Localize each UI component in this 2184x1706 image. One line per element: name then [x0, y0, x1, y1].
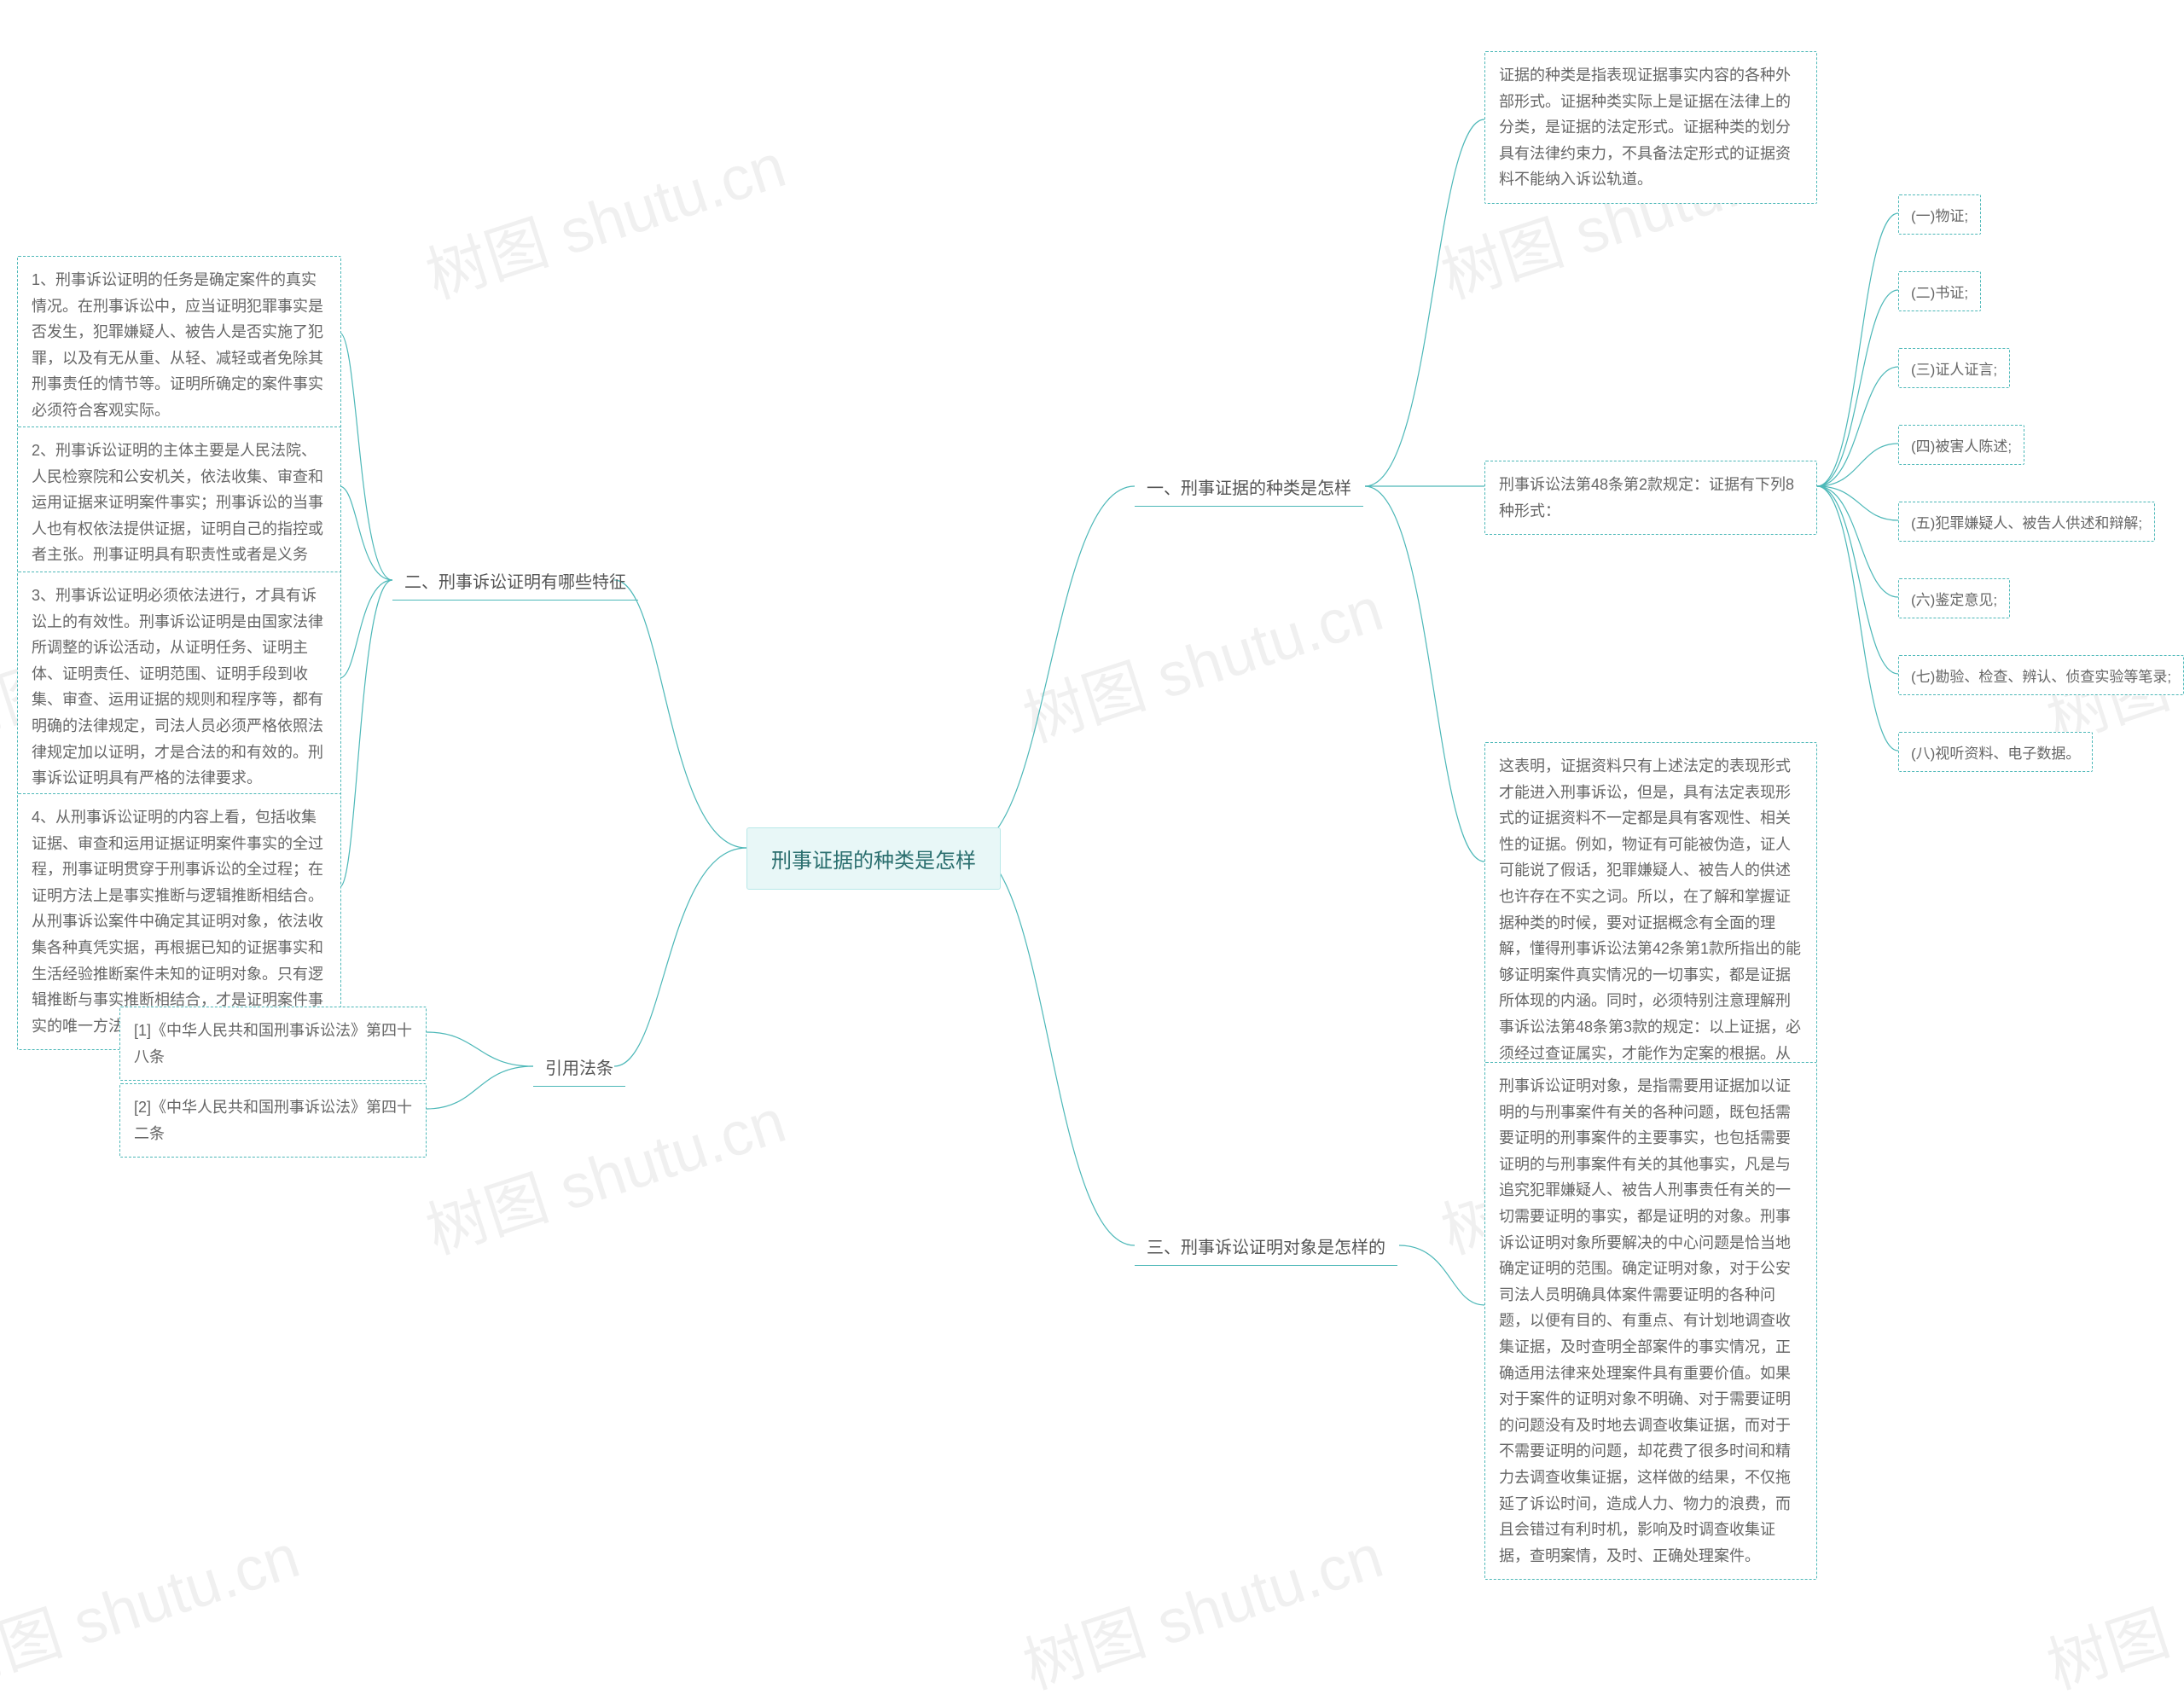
b1-leaf-2[interactable]: (二)书证;: [1898, 271, 1981, 311]
b2-child-3[interactable]: 3、刑事诉讼证明必须依法进行，才具有诉讼上的有效性。刑事诉讼证明是由国家法律所调…: [17, 572, 341, 803]
b1-leaf-8-text: (八)视听资料、电子数据。: [1911, 746, 2080, 762]
b3-child-1[interactable]: 刑事诉讼证明对象，是指需要用证据加以证明的与刑事案件有关的各种问题，既包括需要证…: [1484, 1062, 1817, 1580]
b4-child-1-text: [1]《中华人民共和国刑事诉讼法》第四十八条: [134, 1022, 412, 1065]
b1-leaf-6-text: (六)鉴定意见;: [1911, 592, 1997, 608]
b2-child-1[interactable]: 1、刑事诉讼证明的任务是确定案件的真实情况。在刑事诉讼中，应当证明犯罪事实是否发…: [17, 256, 341, 435]
branch-four-label: 引用法条: [545, 1059, 613, 1078]
b4-child-2-text: [2]《中华人民共和国刑事诉讼法》第四十二条: [134, 1099, 412, 1142]
b4-child-1[interactable]: [1]《中华人民共和国刑事诉讼法》第四十八条: [119, 1007, 427, 1081]
branch-three-label: 三、刑事诉讼证明对象是怎样的: [1147, 1239, 1385, 1257]
watermark: 树图 shutu.cn: [0, 1506, 309, 1706]
b1-leaf-7-text: (七)勘验、检查、辨认、侦查实验等笔录;: [1911, 669, 2171, 685]
watermark: 树图 shutu.cn: [1010, 559, 1391, 759]
b1-child-1-text: 证据的种类是指表现证据事实内容的各种外部形式。证据种类实际上是证据在法律上的分类…: [1499, 67, 1791, 188]
watermark: 树图 shutu.cn: [1010, 1506, 1391, 1706]
b2-child-4-text: 4、从刑事诉讼证明的内容上看，包括收集证据、审查和运用证据证明案件事实的全过程，…: [32, 809, 323, 1035]
b1-leaf-4-text: (四)被害人陈述;: [1911, 438, 2012, 455]
center-title: 刑事证据的种类是怎样: [771, 850, 976, 873]
b1-leaf-3-text: (三)证人证言;: [1911, 362, 1997, 378]
branch-two[interactable]: 二、刑事诉讼证明有哪些特征: [392, 563, 638, 601]
b1-leaf-1[interactable]: (一)物证;: [1898, 194, 1981, 235]
b1-leaf-5-text: (五)犯罪嫌疑人、被告人供述和辩解;: [1911, 515, 2142, 531]
branch-three[interactable]: 三、刑事诉讼证明对象是怎样的: [1135, 1228, 1397, 1266]
b1-child-3-text: 这表明，证据资料只有上述法定的表现形式才能进入刑事诉讼，但是，具有法定表现形式的…: [1499, 757, 1801, 1114]
b1-leaf-4[interactable]: (四)被害人陈述;: [1898, 425, 2024, 465]
b4-child-2[interactable]: [2]《中华人民共和国刑事诉讼法》第四十二条: [119, 1083, 427, 1158]
b1-leaf-7[interactable]: (七)勘验、检查、辨认、侦查实验等笔录;: [1898, 655, 2184, 695]
branch-two-label: 二、刑事诉讼证明有哪些特征: [404, 573, 626, 592]
watermark: 树图 shutu.cn: [413, 115, 794, 316]
b1-leaf-1-text: (一)物证;: [1911, 208, 1968, 224]
branch-one[interactable]: 一、刑事证据的种类是怎样: [1135, 469, 1363, 507]
b3-child-1-text: 刑事诉讼证明对象，是指需要用证据加以证明的与刑事案件有关的各种问题，既包括需要证…: [1499, 1077, 1791, 1564]
b1-child-2-text: 刑事诉讼法第48条第2款规定：证据有下列8种形式：: [1499, 476, 1794, 519]
b1-child-1[interactable]: 证据的种类是指表现证据事实内容的各种外部形式。证据种类实际上是证据在法律上的分类…: [1484, 51, 1817, 204]
b1-child-2[interactable]: 刑事诉讼法第48条第2款规定：证据有下列8种形式：: [1484, 461, 1817, 535]
b1-leaf-2-text: (二)书证;: [1911, 285, 1968, 301]
branch-one-label: 一、刑事证据的种类是怎样: [1147, 479, 1351, 498]
b2-child-2-text: 2、刑事诉讼证明的主体主要是人民法院、人民检察院和公安机关，依法收集、审查和运用…: [32, 442, 323, 589]
watermark: 树图 shutu.cn: [2034, 1506, 2184, 1706]
b2-child-1-text: 1、刑事诉讼证明的任务是确定案件的真实情况。在刑事诉讼中，应当证明犯罪事实是否发…: [32, 271, 323, 419]
b1-leaf-6[interactable]: (六)鉴定意见;: [1898, 578, 2010, 618]
b1-leaf-3[interactable]: (三)证人证言;: [1898, 348, 2010, 388]
b1-leaf-8[interactable]: (八)视听资料、电子数据。: [1898, 732, 2093, 772]
watermark: 树图 shutu.cn: [413, 1071, 794, 1271]
center-node[interactable]: 刑事证据的种类是怎样: [746, 827, 1001, 890]
b1-leaf-5[interactable]: (五)犯罪嫌疑人、被告人供述和辩解;: [1898, 502, 2155, 542]
b2-child-3-text: 3、刑事诉讼证明必须依法进行，才具有诉讼上的有效性。刑事诉讼证明是由国家法律所调…: [32, 587, 323, 786]
branch-four[interactable]: 引用法条: [533, 1049, 625, 1087]
